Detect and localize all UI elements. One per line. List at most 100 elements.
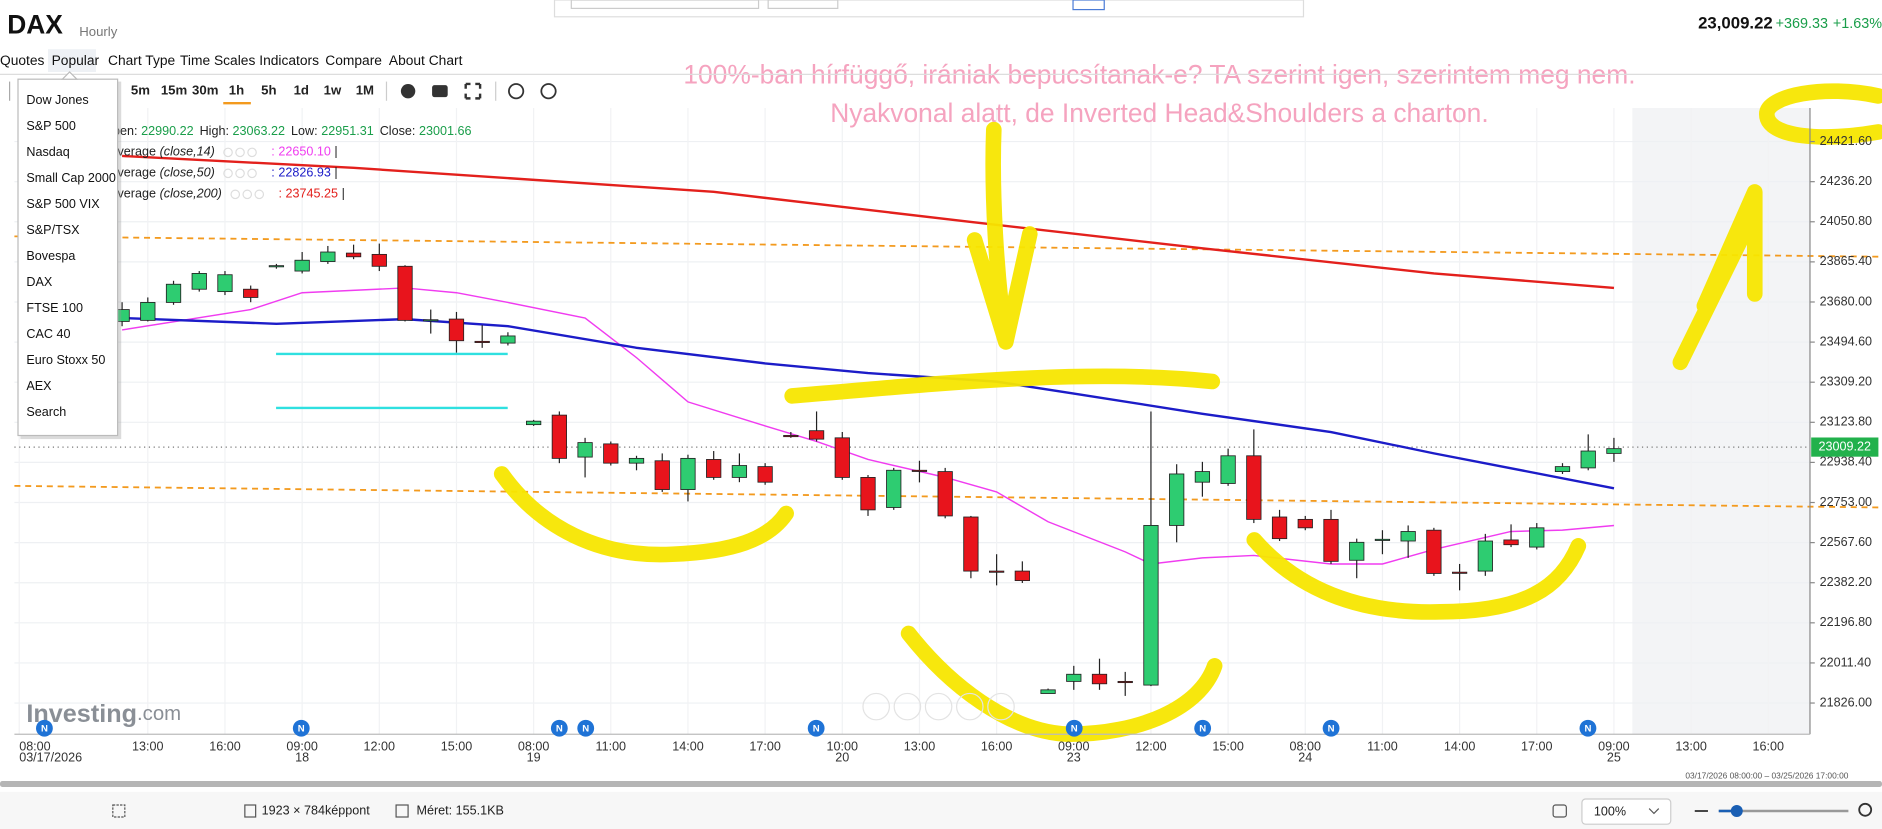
nav-button[interactable] (987, 692, 1015, 721)
nav-button[interactable] (924, 692, 953, 721)
dropdown-item[interactable]: AEX (26, 379, 52, 393)
y-tick-label: 24236.20 (1820, 174, 1872, 188)
scrollbar[interactable] (0, 781, 1882, 788)
dropdown-item[interactable]: DAX (26, 275, 52, 289)
chart-navigation (862, 692, 1015, 721)
fullscreen-icon[interactable] (464, 82, 482, 100)
dropdown-item[interactable]: S&P 500 (26, 119, 75, 133)
x-tick-label: 12:00 (1135, 740, 1166, 754)
news-marker[interactable] (1065, 719, 1083, 737)
menu-item[interactable]: Chart Type (108, 53, 176, 68)
timescale[interactable]: 30m (192, 83, 218, 98)
menu-item[interactable]: Time Scales (180, 53, 255, 68)
dropdown-items: Dow Jones S&P 500 Nasdaq Small Cap 2000 S&P … (26, 93, 116, 419)
candle-body (1554, 466, 1571, 473)
news-marker[interactable] (36, 719, 53, 737)
dropdown-item[interactable]: S&P 500 VIX (26, 197, 100, 211)
news-marker-label: N (298, 723, 305, 734)
timescale[interactable]: 1w (324, 83, 342, 98)
indicator-params: (close,14) (160, 145, 215, 159)
menu-item[interactable]: Quotes (0, 53, 45, 68)
y-tick-label: 22196.80 (1820, 615, 1872, 629)
news-marker[interactable] (577, 719, 595, 737)
candle-body (1606, 448, 1622, 454)
download-icon[interactable] (508, 83, 525, 100)
settings-icon[interactable] (400, 83, 416, 99)
dropdown-item[interactable]: FTSE 100 (26, 301, 83, 315)
candle-body (1169, 473, 1185, 526)
x-tick-label: 12:00 (364, 740, 395, 754)
news-marker-label: N (1328, 723, 1335, 734)
dropdown-item[interactable]: Euro Stoxx 50 (26, 353, 105, 367)
upload-icon[interactable] (540, 83, 557, 100)
nav-button[interactable] (862, 692, 890, 721)
zoom-in[interactable] (1858, 802, 1873, 817)
menu-item[interactable]: Compare (325, 53, 382, 68)
indicator-icon[interactable] (242, 189, 253, 200)
candle-body (551, 414, 567, 459)
camera-icon[interactable] (432, 85, 448, 98)
dropdown-item[interactable]: S&P/TSX (26, 223, 80, 237)
top-button[interactable] (1072, 0, 1105, 11)
x-tick-label: 08:00 (518, 740, 549, 754)
menu-bar: Quotes Popular Chart Type Time Scales Indica… (0, 53, 463, 68)
x-tick-label: 10:00 (827, 740, 858, 754)
fit-icon[interactable] (1552, 804, 1567, 818)
x-date-label: 20 (835, 751, 849, 765)
top-input[interactable] (767, 0, 839, 9)
indicator-icon[interactable] (235, 168, 245, 179)
dropdown-item[interactable]: Nasdaq (26, 145, 69, 159)
menu-item[interactable]: Popular (52, 53, 100, 68)
dropdown-item[interactable]: Small Cap 2000 (26, 171, 116, 185)
menu-item[interactable]: About Chart (389, 53, 463, 68)
dropdown-item[interactable]: Search (26, 405, 66, 419)
nav-button[interactable] (893, 692, 922, 721)
x-tick-label: 08:00 (1290, 740, 1321, 754)
target-scribble (1758, 83, 1882, 145)
nav-button[interactable] (956, 692, 984, 721)
interval: Hourly (79, 24, 118, 39)
x-date-label: 18 (295, 751, 309, 765)
indicator-icon[interactable] (254, 189, 265, 200)
candle-body (1091, 673, 1108, 685)
timescale[interactable]: 1h (229, 83, 244, 98)
timescale[interactable]: 5h (261, 83, 276, 98)
menu-item[interactable]: Indicators (259, 53, 319, 68)
size-icon (395, 804, 409, 818)
news-marker[interactable] (1322, 719, 1340, 737)
x-tick-label: 14:00 (1444, 740, 1475, 754)
left-shoulder-scribble (493, 466, 794, 563)
news-marker[interactable] (292, 719, 310, 737)
x-date-label: 24 (1298, 751, 1312, 765)
indicator-icon[interactable] (230, 189, 241, 200)
timescale[interactable]: 5m (131, 83, 150, 98)
news-marker[interactable] (1579, 719, 1597, 737)
top-input[interactable] (570, 0, 760, 9)
dropdown-item[interactable]: Dow Jones (26, 93, 88, 107)
candle-body (526, 420, 542, 426)
indicator-last: 22650.10 (278, 145, 330, 159)
plot (14, 154, 1810, 696)
indicator-icon[interactable] (247, 168, 257, 179)
indicator-icon[interactable] (223, 147, 233, 158)
indicator-icon[interactable] (223, 168, 233, 179)
timescale[interactable]: 1M (356, 83, 374, 98)
dropdown-item[interactable]: Bovespa (26, 249, 75, 263)
x-tick-label: 11:00 (1367, 740, 1398, 754)
indicator-icon[interactable] (247, 147, 257, 158)
zoom-select[interactable] (1581, 798, 1672, 825)
ohlc-legend: Open: 22990.22 High: 23063.22 Low: 22951.31 Cl… (103, 124, 471, 138)
menu-highlight (48, 49, 97, 72)
timescale[interactable]: 1d (294, 83, 309, 98)
zoom-thumb[interactable] (1730, 805, 1743, 818)
dropdown-item[interactable]: CAC 40 (26, 327, 70, 341)
news-marker[interactable] (807, 719, 825, 737)
candle-body (1503, 539, 1519, 546)
timescale[interactable]: 15m (161, 83, 187, 98)
news-marker[interactable] (1194, 719, 1212, 737)
news-marker-label: N (41, 723, 48, 734)
news-marker[interactable] (550, 719, 568, 737)
indicator-icon[interactable] (235, 147, 245, 158)
candle-body (1323, 518, 1339, 562)
